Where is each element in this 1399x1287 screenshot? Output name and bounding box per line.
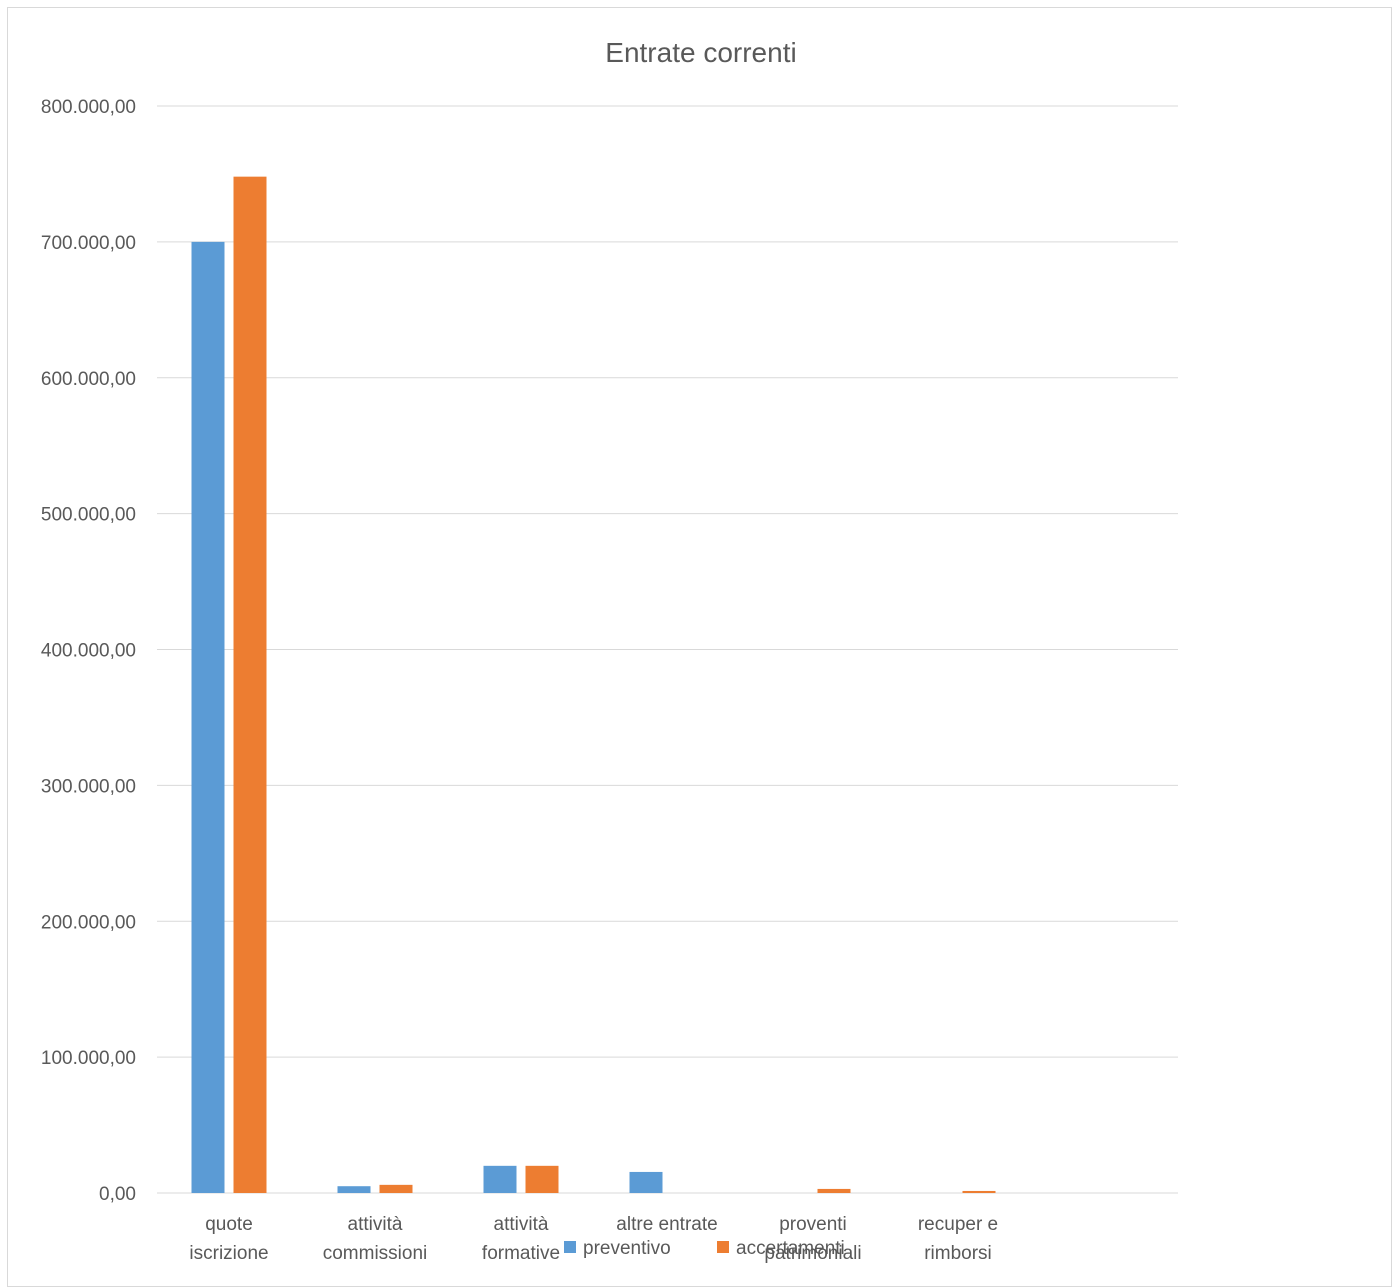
legend-label-accertamenti: accertamenti: [736, 1238, 845, 1259]
x-category-label: iscrizione: [189, 1243, 268, 1264]
bar-accertamenti-0: [233, 176, 267, 1193]
bar-preventivo-1: [337, 1186, 371, 1193]
x-category-label: formative: [482, 1243, 560, 1264]
legend-swatch-accertamenti: [717, 1241, 729, 1253]
x-category-label: commissioni: [323, 1243, 428, 1264]
bars: [191, 176, 996, 1193]
bar-accertamenti-1: [379, 1184, 413, 1193]
y-tick-label: 0,00: [99, 1184, 136, 1205]
y-axis-tick-labels: 0,00 100.000,00 200.000,00 300.000,00 400.00…: [41, 97, 136, 1205]
legend: preventivo accertamenti: [564, 1238, 845, 1259]
bar-preventivo-2: [483, 1165, 517, 1193]
x-category-label: attività: [494, 1214, 549, 1235]
bar-preventivo-3: [629, 1171, 663, 1193]
x-category-label: patrimoniali: [764, 1243, 861, 1264]
legend-label-preventivo: preventivo: [583, 1238, 671, 1259]
y-tick-label: 100.000,00: [41, 1048, 136, 1069]
x-category-label: proventi: [779, 1214, 847, 1235]
chart-title: Entrate correnti: [605, 37, 796, 68]
y-tick-label: 800.000,00: [41, 97, 136, 118]
x-category-label: altre entrate: [616, 1214, 717, 1235]
y-tick-label: 700.000,00: [41, 233, 136, 254]
bar-preventivo-0: [191, 241, 225, 1193]
x-category-label: recuper e: [918, 1214, 998, 1235]
x-category-label: quote: [205, 1214, 253, 1235]
x-category-label: attività: [348, 1214, 403, 1235]
bar-accertamenti-5: [962, 1190, 996, 1193]
gridlines: [157, 105, 1178, 1194]
bar-accertamenti-4: [817, 1188, 851, 1193]
y-tick-label: 300.000,00: [41, 776, 136, 797]
y-tick-label: 400.000,00: [41, 641, 136, 662]
y-tick-label: 600.000,00: [41, 369, 136, 390]
y-tick-label: 500.000,00: [41, 505, 136, 526]
legend-swatch-preventivo: [564, 1241, 576, 1253]
bar-accertamenti-2: [525, 1165, 559, 1193]
x-axis-category-labels: quote iscrizione attività commissioni attivi…: [189, 1214, 998, 1264]
y-tick-label: 200.000,00: [41, 912, 136, 933]
x-category-label: rimborsi: [924, 1243, 992, 1264]
